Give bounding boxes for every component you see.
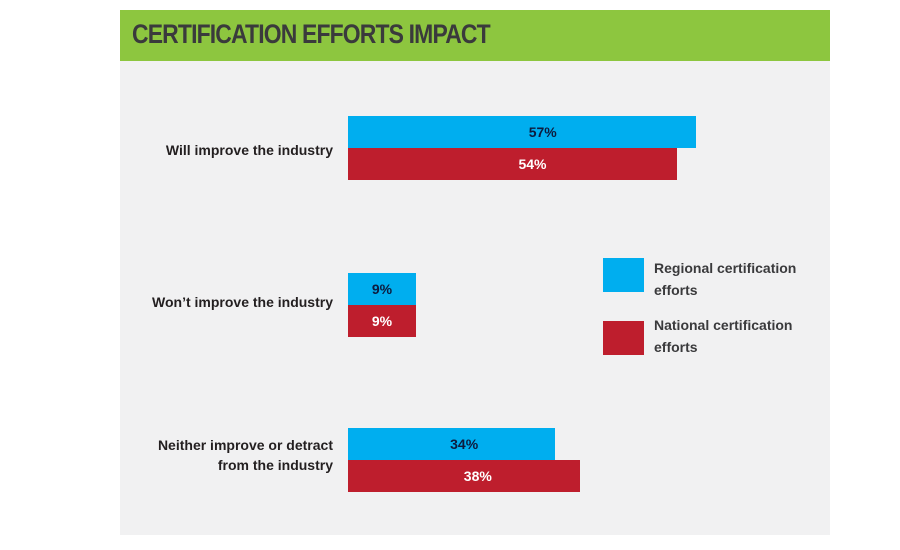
bar-regional: 57% xyxy=(348,116,696,148)
legend-swatch-national xyxy=(603,321,644,355)
bar-regional: 9% xyxy=(348,273,416,305)
chart-title: CERTIFICATION EFFORTS IMPACT xyxy=(132,19,491,49)
bar-regional: 34% xyxy=(348,428,556,460)
bar-national: 38% xyxy=(348,460,580,492)
data-label: 57% xyxy=(528,124,557,140)
legend-label-national: National certification efforts xyxy=(654,317,793,355)
legend-swatch-regional xyxy=(603,258,644,292)
data-label: 9% xyxy=(371,313,393,329)
category-label: Neither improve or detract from the indu… xyxy=(157,437,333,473)
data-label: 9% xyxy=(371,281,393,297)
chart-header: CERTIFICATION EFFORTS IMPACT xyxy=(120,10,830,61)
bar-national: 9% xyxy=(348,305,416,337)
category-label: Will improve the industry xyxy=(165,142,333,158)
category-label: Won’t improve the industry xyxy=(152,294,333,310)
data-label: 38% xyxy=(463,468,492,484)
data-label: 54% xyxy=(518,156,547,172)
bar-national: 54% xyxy=(348,148,678,180)
data-label: 34% xyxy=(450,436,479,452)
legend-label-regional: Regional certification efforts xyxy=(654,260,797,298)
